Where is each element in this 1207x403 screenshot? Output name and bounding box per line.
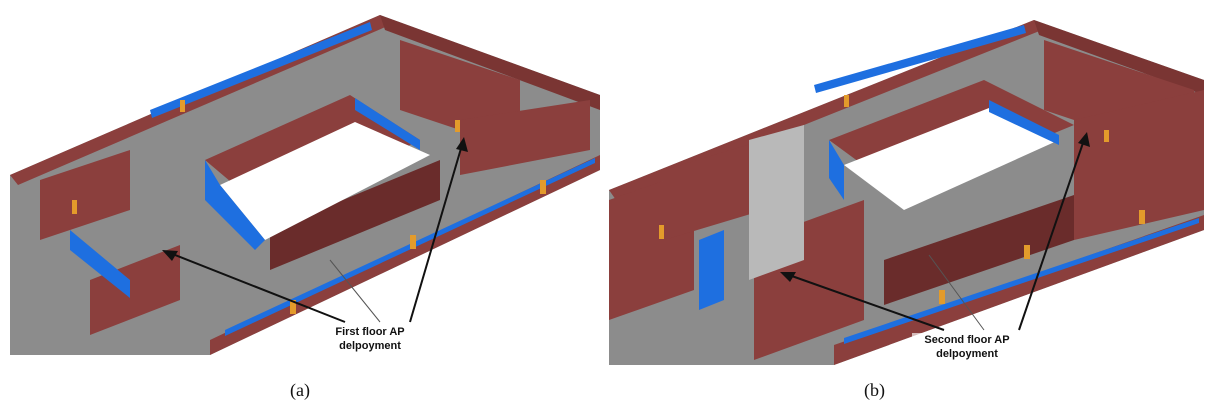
door <box>455 120 460 132</box>
door <box>410 235 416 249</box>
window-band-top <box>814 25 1026 93</box>
wall-block <box>40 150 130 240</box>
courtyard-void <box>220 122 430 240</box>
label-line2: delpoyment <box>339 340 401 352</box>
door <box>72 200 77 214</box>
wall-block <box>460 100 590 175</box>
courtyard-blue-wall-right <box>355 98 420 150</box>
first-floor-3d-model <box>10 15 600 355</box>
panel-second-floor: Second floor AP delpoyment (b) <box>604 0 1207 403</box>
label-line1: First floor AP <box>335 326 405 338</box>
courtyard-blue-wall <box>829 140 844 200</box>
annotation-arrowhead <box>1078 132 1090 147</box>
annotation-arrow <box>788 274 945 331</box>
ap-deployment-label: First floor AP delpoyment <box>320 325 420 353</box>
annotation-arrowhead <box>162 250 178 261</box>
subfigure-caption: (a) <box>290 380 310 400</box>
annotation-arrowhead <box>780 272 796 282</box>
label-line2: delpoyment <box>936 348 998 360</box>
door <box>1024 245 1030 259</box>
door <box>939 290 945 304</box>
wall-block <box>664 140 764 240</box>
annotation-arrow <box>1018 139 1085 331</box>
wall-block <box>1074 90 1204 240</box>
annotation-arrow <box>329 259 381 323</box>
door <box>290 300 296 314</box>
door <box>1139 210 1145 224</box>
annotation-arrow <box>169 252 346 323</box>
annotation-arrowhead <box>456 137 468 152</box>
label-line1: Second floor AP <box>924 334 1010 346</box>
door <box>180 100 185 112</box>
courtyard-void <box>844 108 1059 210</box>
door <box>1104 130 1109 142</box>
subfigure-caption: (b) <box>864 380 885 400</box>
ap-deployment-label: Second floor AP delpoyment <box>912 333 1022 361</box>
courtyard-blue-wall-right <box>989 100 1059 145</box>
outer-wall-right <box>1034 20 1204 95</box>
blue-partition <box>699 230 724 310</box>
wall-block <box>884 195 1074 305</box>
door <box>540 180 546 194</box>
wall-block <box>270 160 440 270</box>
wall-block <box>90 245 180 335</box>
annotation-arrow <box>928 254 985 331</box>
blue-partition <box>70 230 130 298</box>
window-band-front <box>844 218 1199 344</box>
light-stairwell <box>749 125 804 280</box>
second-floor-3d-model <box>609 20 1204 365</box>
panel-first-floor: First floor AP delpoyment (a) <box>0 0 603 403</box>
door <box>844 95 849 107</box>
door <box>659 225 664 239</box>
annotation-arrow <box>409 144 463 323</box>
window-band-top <box>150 22 372 118</box>
courtyard-blue-wall <box>205 160 265 250</box>
outer-wall-right <box>380 15 600 110</box>
